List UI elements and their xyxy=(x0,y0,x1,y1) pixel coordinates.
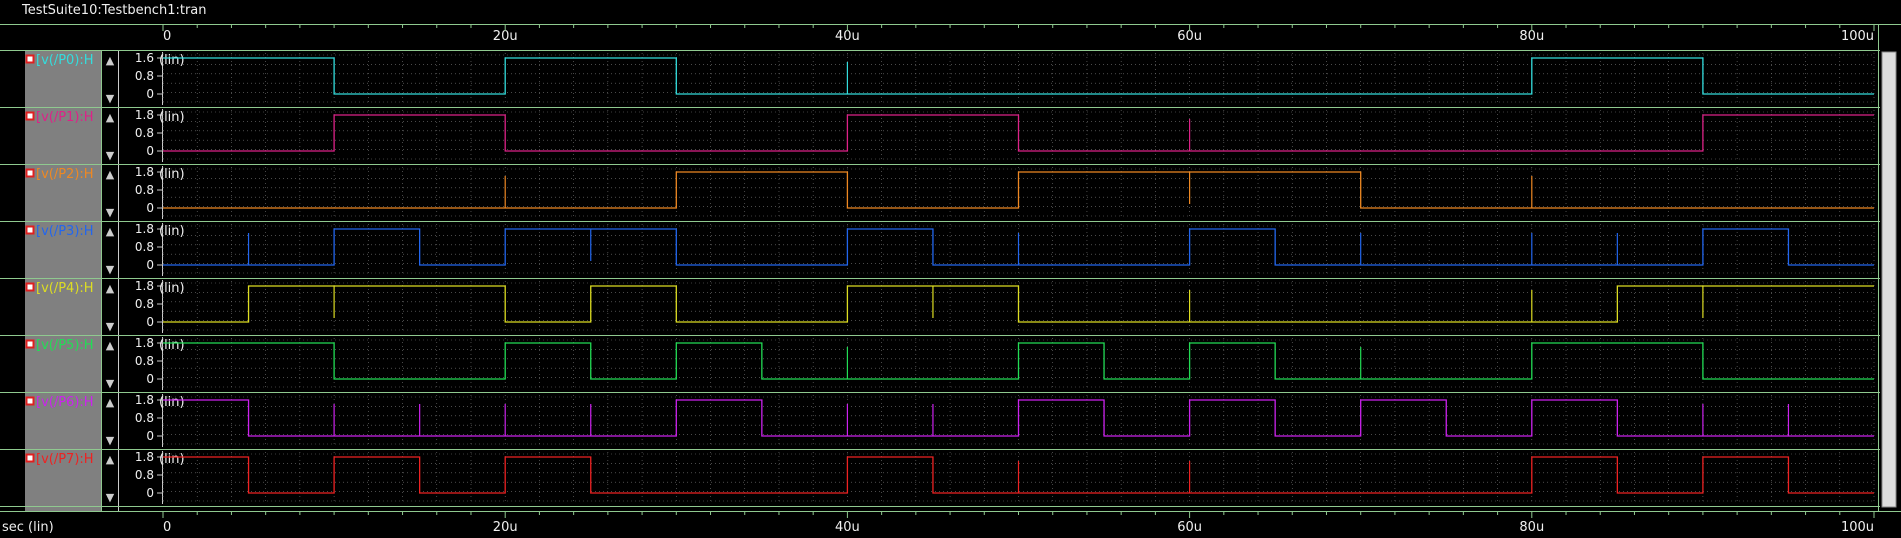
vertical-scrollbar[interactable] xyxy=(1882,52,1896,507)
scale-mode-label: (lin) xyxy=(159,281,185,296)
signal-marker-icon[interactable] xyxy=(27,227,34,234)
y-tick-label: 0.8 xyxy=(135,240,154,254)
waveform-trace xyxy=(163,115,1874,151)
y-tick-label: 0.8 xyxy=(135,183,154,197)
y-tick-label: 1.8 xyxy=(135,393,154,407)
scroll-up-icon[interactable]: ▲ xyxy=(106,339,115,352)
y-tick-label: 0 xyxy=(146,315,154,329)
y-tick-label: 1.8 xyxy=(135,165,154,179)
y-tick-label: 1.6 xyxy=(135,51,154,65)
scroll-up-icon[interactable]: ▲ xyxy=(106,54,115,67)
signal-row-6: [v(/P6):H ▲ ▼ 1.8 0.8 0 (lin) xyxy=(0,393,1880,448)
signal-marker-icon[interactable] xyxy=(27,341,34,348)
top-tick-label: 40u xyxy=(835,29,860,44)
waveform-trace xyxy=(163,58,1874,94)
y-tick-label: 0 xyxy=(146,486,154,500)
signal-row-1: [v(/P1):H ▲ ▼ 1.8 0.8 0 (lin) xyxy=(0,108,1880,163)
scroll-up-icon[interactable]: ▲ xyxy=(106,453,115,466)
bottom-tick-label: 40u xyxy=(835,520,860,535)
signal-marker-icon[interactable] xyxy=(27,455,34,462)
bottom-tick-label: 60u xyxy=(1177,520,1202,535)
x-axis-unit-label: sec (lin) xyxy=(2,520,54,535)
signal-marker-icon[interactable] xyxy=(27,56,34,63)
signal-marker-icon[interactable] xyxy=(27,398,34,405)
scale-mode-label: (lin) xyxy=(159,452,185,467)
scroll-up-icon[interactable]: ▲ xyxy=(106,225,115,238)
y-tick-label: 0.8 xyxy=(135,69,154,83)
signal-marker-icon[interactable] xyxy=(27,284,34,291)
signal-label[interactable]: [v(/P7):H xyxy=(36,452,94,467)
signal-label[interactable]: [v(/P3):H xyxy=(36,224,94,239)
y-tick-label: 1.8 xyxy=(135,450,154,464)
top-tick-label: 20u xyxy=(493,29,518,44)
bottom-tick-label: 20u xyxy=(493,520,518,535)
y-tick-label: 1.8 xyxy=(135,222,154,236)
scale-mode-label: (lin) xyxy=(159,338,185,353)
scale-mode-label: (lin) xyxy=(159,395,185,410)
bottom-tick-label: 80u xyxy=(1519,520,1544,535)
top-tick-label: 60u xyxy=(1177,29,1202,44)
signal-label[interactable]: [v(/P2):H xyxy=(36,167,94,182)
signal-label[interactable]: [v(/P5):H xyxy=(36,338,94,353)
bottom-tick-label: 100u xyxy=(1841,520,1874,535)
signal-label[interactable]: [v(/P1):H xyxy=(36,110,94,125)
scale-mode-label: (lin) xyxy=(159,53,185,68)
scale-mode-label: (lin) xyxy=(159,224,185,239)
scroll-up-icon[interactable]: ▲ xyxy=(106,282,115,295)
y-tick-label: 0.8 xyxy=(135,354,154,368)
scroll-down-icon[interactable]: ▼ xyxy=(106,92,115,105)
scroll-down-icon[interactable]: ▼ xyxy=(106,320,115,333)
waveform-trace xyxy=(163,172,1874,208)
signal-label[interactable]: [v(/P6):H xyxy=(36,395,94,410)
y-tick-label: 0.8 xyxy=(135,126,154,140)
scale-mode-label: (lin) xyxy=(159,110,185,125)
y-tick-label: 0 xyxy=(146,258,154,272)
signal-row-7: [v(/P7):H ▲ ▼ 1.8 0.8 0 (lin) xyxy=(0,450,1880,505)
scroll-up-icon[interactable]: ▲ xyxy=(106,168,115,181)
scroll-down-icon[interactable]: ▼ xyxy=(106,206,115,219)
y-tick-label: 0.8 xyxy=(135,411,154,425)
signal-label[interactable]: [v(/P0):H xyxy=(36,53,94,68)
scroll-up-icon[interactable]: ▲ xyxy=(106,111,115,124)
y-tick-label: 1.8 xyxy=(135,279,154,293)
signal-row-4: [v(/P4):H ▲ ▼ 1.8 0.8 0 (lin) xyxy=(0,279,1880,334)
top-tick-label: 80u xyxy=(1519,29,1544,44)
signal-row-3: [v(/P3):H ▲ ▼ 1.8 0.8 0 (lin) xyxy=(0,222,1880,277)
y-tick-label: 1.8 xyxy=(135,108,154,122)
scroll-down-icon[interactable]: ▼ xyxy=(106,377,115,390)
y-tick-label: 0 xyxy=(146,429,154,443)
signal-label[interactable]: [v(/P4):H xyxy=(36,281,94,296)
y-tick-label: 0.8 xyxy=(135,297,154,311)
signal-row-5: [v(/P5):H ▲ ▼ 1.8 0.8 0 (lin) xyxy=(0,336,1880,391)
scroll-down-icon[interactable]: ▼ xyxy=(106,491,115,504)
y-tick-label: 0 xyxy=(146,201,154,215)
top-tick-label: 0 xyxy=(163,29,171,44)
waveform-trace xyxy=(163,343,1874,379)
y-tick-label: 0 xyxy=(146,144,154,158)
y-tick-label: 0.8 xyxy=(135,468,154,482)
bottom-tick-label: 0 xyxy=(163,520,171,535)
signal-marker-icon[interactable] xyxy=(27,113,34,120)
scroll-down-icon[interactable]: ▼ xyxy=(106,149,115,162)
scroll-down-icon[interactable]: ▼ xyxy=(106,263,115,276)
signal-marker-icon[interactable] xyxy=(27,170,34,177)
signal-row-0: [v(/P0):H ▲ ▼ 1.6 0.8 0 (lin) xyxy=(0,51,1880,106)
scroll-down-icon[interactable]: ▼ xyxy=(106,434,115,447)
y-tick-label: 0 xyxy=(146,87,154,101)
waveform-trace xyxy=(163,286,1874,322)
y-tick-label: 0 xyxy=(146,372,154,386)
y-tick-label: 1.8 xyxy=(135,336,154,350)
top-tick-label: 100u xyxy=(1841,29,1874,44)
scale-mode-label: (lin) xyxy=(159,167,185,182)
scroll-up-icon[interactable]: ▲ xyxy=(106,396,115,409)
signal-row-2: [v(/P2):H ▲ ▼ 1.8 0.8 0 (lin) xyxy=(0,165,1880,220)
